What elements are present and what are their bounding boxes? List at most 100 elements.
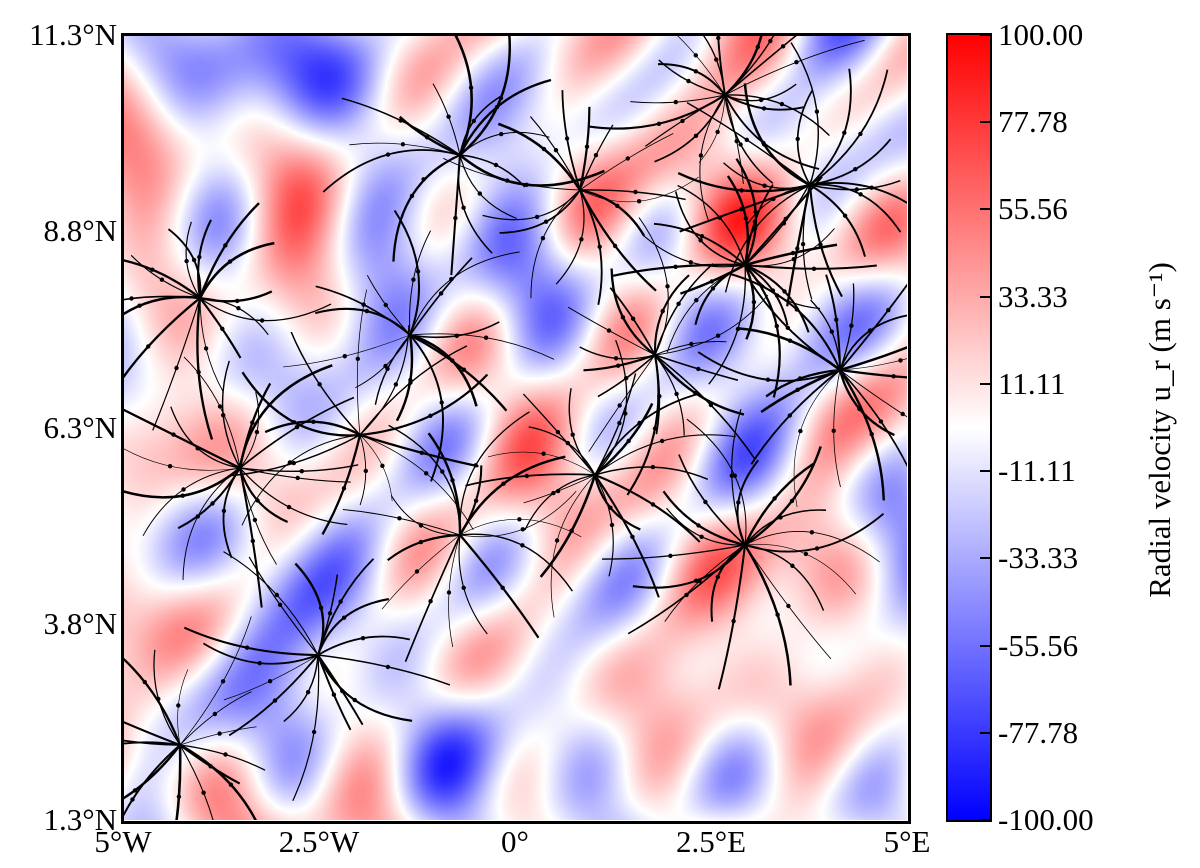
- streamline-arrowhead: [768, 38, 773, 44]
- streamline-arrowhead: [689, 341, 694, 347]
- streamline-arrowhead: [159, 277, 165, 282]
- streamline-arrowhead: [761, 106, 767, 111]
- streamline-arrowhead: [411, 277, 416, 282]
- streamline-arrowhead: [450, 478, 455, 483]
- streamline-arrowhead: [898, 358, 903, 363]
- streamline-arrowhead: [570, 432, 575, 437]
- streamline-arrowhead: [223, 752, 228, 757]
- streamline: [555, 189, 585, 285]
- streamline-arrowhead: [327, 611, 333, 616]
- streamline: [450, 154, 462, 276]
- x-tick-label: 5°E: [883, 824, 931, 859]
- streamline-arrowhead: [453, 215, 458, 221]
- y-tick-label: 3.8°N: [43, 606, 117, 641]
- streamline-arrowhead: [250, 538, 255, 544]
- streamline: [223, 551, 319, 656]
- streamline-arrowhead: [361, 302, 366, 307]
- streamline: [359, 434, 474, 530]
- streamline: [457, 154, 493, 254]
- streamline: [387, 533, 461, 562]
- streamline-arrowhead: [254, 429, 260, 435]
- streamline-arrowhead: [449, 276, 454, 282]
- streamline-arrowhead: [341, 615, 347, 620]
- streamline-arrowhead: [798, 428, 803, 434]
- streamline-arrowhead: [780, 44, 786, 49]
- streamline-arrowhead: [520, 543, 525, 548]
- streamline-arrowhead: [564, 136, 570, 141]
- streamline: [359, 324, 410, 436]
- colorbar: [946, 33, 992, 822]
- streamline: [653, 222, 746, 266]
- streamline: [724, 94, 830, 137]
- streamline-arrowhead: [493, 162, 499, 168]
- streamline: [699, 94, 726, 222]
- streamline: [594, 466, 709, 481]
- streamline-arrowhead: [867, 328, 873, 333]
- streamline: [123, 739, 181, 746]
- colorbar-tick-mark: [980, 557, 990, 560]
- streamline-arrowhead: [569, 528, 574, 533]
- streamline: [497, 122, 582, 191]
- streamline-arrowhead: [761, 142, 767, 147]
- streamline-arrowhead: [656, 121, 662, 127]
- streamline-arrowhead: [156, 696, 161, 702]
- colorbar-tick-label: -100.00: [998, 802, 1094, 837]
- streamline: [342, 508, 461, 536]
- streamline-arrowhead: [541, 451, 546, 456]
- streamline: [839, 358, 907, 371]
- streamline-arrowhead: [739, 207, 744, 212]
- streamline-arrowhead: [625, 156, 630, 161]
- streamline: [123, 720, 181, 746]
- colorbar-tick-label: -55.56: [998, 627, 1079, 663]
- streamline: [223, 654, 319, 701]
- streamline-arrowhead: [220, 326, 225, 331]
- streamline-arrowhead: [652, 426, 658, 431]
- streamline-arrowhead: [613, 356, 619, 361]
- streamline-arrowhead: [696, 366, 701, 372]
- colorbar-tick-mark: [980, 644, 990, 647]
- streamline-arrowhead: [660, 308, 665, 314]
- streamline-arrowhead: [668, 553, 673, 558]
- streamline-arrowhead: [235, 298, 240, 304]
- colorbar-tick-mark: [980, 208, 990, 211]
- streamline-arrowhead: [696, 523, 701, 528]
- streamline-arrowhead: [180, 493, 185, 498]
- streamline-arrowhead: [790, 250, 796, 256]
- streamline-arrowhead: [446, 590, 452, 595]
- streamline-arrowhead: [715, 129, 720, 135]
- streamline-arrowhead: [446, 114, 451, 119]
- streamline-arrowhead: [743, 216, 749, 221]
- streamline-arrowhead: [201, 790, 206, 795]
- streamline-arrowhead: [698, 153, 704, 158]
- streamline: [677, 184, 746, 266]
- streamline-arrowhead: [318, 605, 324, 610]
- streamline-arrowhead: [311, 729, 317, 735]
- streamline-arrowhead: [809, 530, 815, 535]
- streamline-arrowhead: [228, 782, 234, 787]
- streamline-arrowhead: [778, 515, 783, 520]
- streamline: [409, 334, 444, 482]
- colorbar-tick-label: 33.33: [998, 278, 1068, 314]
- streamline: [666, 507, 746, 546]
- streamline-arrowhead: [338, 599, 343, 604]
- streamline-arrowhead: [715, 574, 720, 580]
- streamline: [459, 154, 517, 220]
- streamline-arrowhead: [340, 688, 345, 694]
- streamline-arrowhead: [274, 592, 279, 598]
- colorbar-label: Radial velocity u_r (m s⁻¹): [1142, 262, 1177, 598]
- streamline-arrowhead: [499, 131, 504, 137]
- streamline-arrowhead: [811, 266, 817, 271]
- streamline-arrowhead: [829, 329, 834, 334]
- streamline-arrowhead: [554, 538, 560, 543]
- streamline-arrowhead: [454, 333, 459, 338]
- x-tick-label: 2.5°W: [278, 824, 360, 859]
- streamline-arrowhead: [617, 420, 622, 426]
- streamline: [453, 35, 473, 156]
- streamlines-layer: [123, 35, 907, 820]
- streamline-arrowhead: [137, 303, 142, 308]
- streamline-arrowhead: [630, 534, 635, 539]
- streamline-arrowhead: [524, 182, 529, 187]
- streamline: [730, 273, 841, 371]
- streamline: [123, 656, 182, 746]
- streamline-arrowhead: [227, 259, 233, 264]
